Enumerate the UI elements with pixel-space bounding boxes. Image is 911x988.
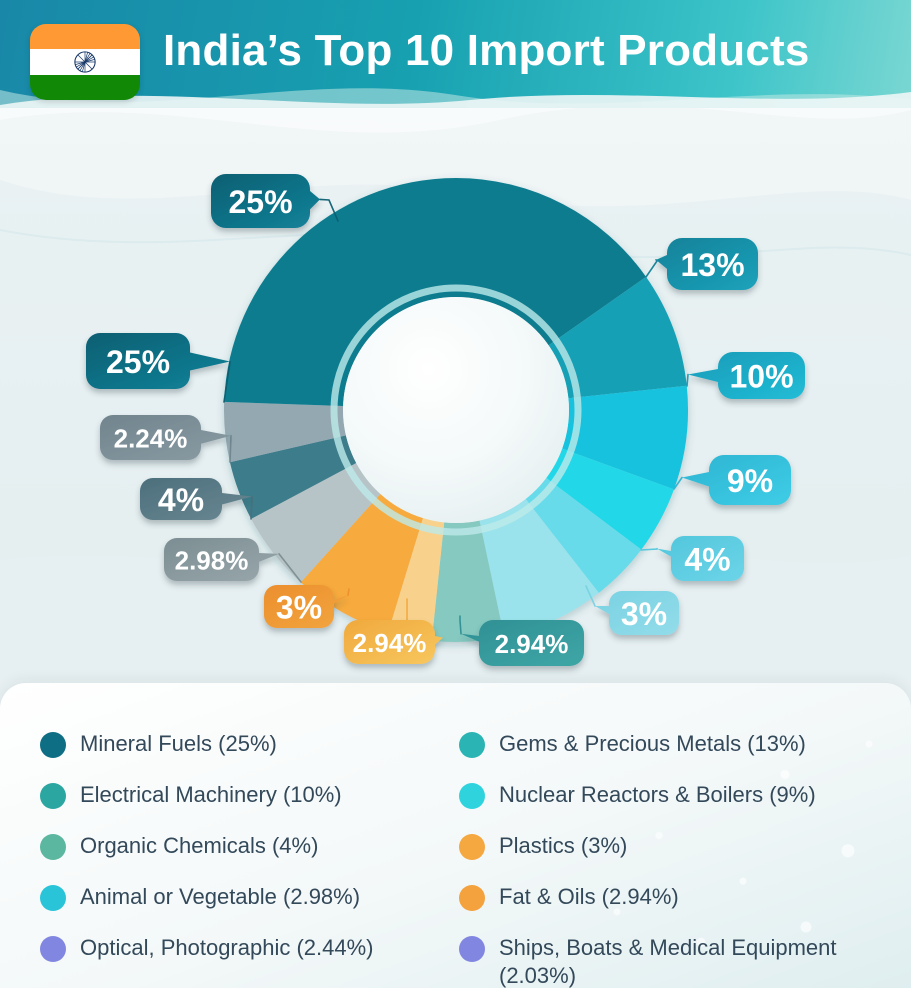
- svg-text:4%: 4%: [684, 542, 730, 578]
- svg-text:2.98%: 2.98%: [175, 546, 249, 576]
- svg-text:4%: 4%: [158, 482, 204, 518]
- svg-text:2.94%: 2.94%: [495, 629, 569, 659]
- svg-text:2.94%: 2.94%: [353, 628, 427, 658]
- svg-text:25%: 25%: [228, 184, 292, 220]
- svg-text:10%: 10%: [729, 359, 793, 395]
- svg-text:3%: 3%: [621, 596, 667, 632]
- svg-text:2.24%: 2.24%: [114, 424, 188, 454]
- svg-text:13%: 13%: [680, 247, 744, 283]
- svg-text:25%: 25%: [106, 344, 170, 380]
- svg-text:3%: 3%: [276, 590, 322, 626]
- svg-text:9%: 9%: [727, 463, 773, 499]
